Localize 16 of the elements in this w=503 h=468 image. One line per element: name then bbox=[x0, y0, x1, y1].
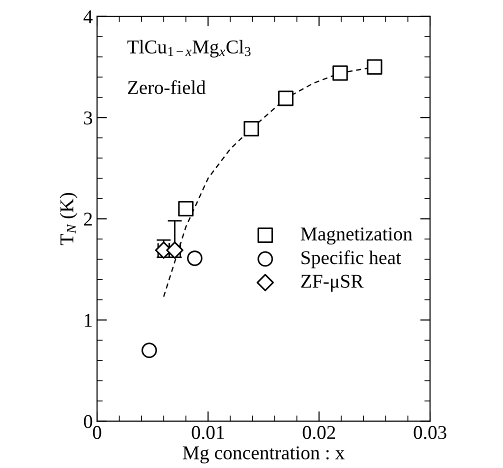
y-tick-label: 1 bbox=[84, 314, 92, 327]
legend-label: Magnetization bbox=[300, 227, 412, 245]
y-tick-label: 0 bbox=[84, 415, 92, 428]
x-tick-label: 0.01 bbox=[192, 426, 224, 440]
x-tick-label: 0.03 bbox=[414, 426, 446, 440]
legend-label: Specific heat bbox=[302, 250, 402, 268]
legend-label: ZF-μSR bbox=[301, 274, 364, 292]
y-tick-label: 3 bbox=[84, 111, 92, 125]
y-tick-label: 4 bbox=[84, 10, 93, 24]
x-axis-title: Mg concentration : x bbox=[182, 446, 345, 464]
annotation: TlCu$_{1−x}$Mg$_{x}$Cl$_{3}$ bbox=[127, 40, 251, 58]
y-tick-label: 2 bbox=[84, 212, 92, 226]
x-tick-label: 0 bbox=[92, 426, 102, 440]
y-axis-title: T$_{N}$ (K) bbox=[60, 192, 78, 246]
annotation: Zero-field bbox=[128, 80, 206, 94]
x-tick-label: 0.02 bbox=[302, 426, 336, 440]
